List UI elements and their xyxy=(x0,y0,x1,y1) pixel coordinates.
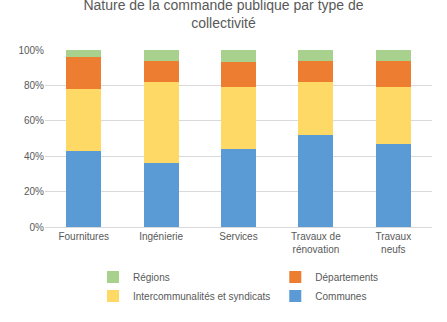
svg-text:Ingénierie: Ingénierie xyxy=(139,231,183,242)
svg-text:80%: 80% xyxy=(24,80,44,91)
svg-text:20%: 20% xyxy=(24,186,44,197)
svg-text:40%: 40% xyxy=(24,151,44,162)
svg-text:Fournitures: Fournitures xyxy=(58,231,109,242)
svg-text:Départements: Départements xyxy=(315,272,378,283)
svg-text:Nature de la commande publique: Nature de la commande publique par type … xyxy=(83,0,363,31)
svg-text:Communes: Communes xyxy=(315,291,366,302)
svg-text:Services: Services xyxy=(219,231,257,242)
svg-text:Travauxneufs: Travauxneufs xyxy=(375,231,411,255)
svg-text:0%: 0% xyxy=(30,222,45,233)
svg-text:60%: 60% xyxy=(24,115,44,126)
svg-text:100%: 100% xyxy=(18,45,44,56)
svg-text:Intercommunalités et syndicats: Intercommunalités et syndicats xyxy=(133,291,270,302)
svg-text:Travaux derénovation: Travaux derénovation xyxy=(291,231,341,255)
svg-text:Régions: Régions xyxy=(133,272,170,283)
